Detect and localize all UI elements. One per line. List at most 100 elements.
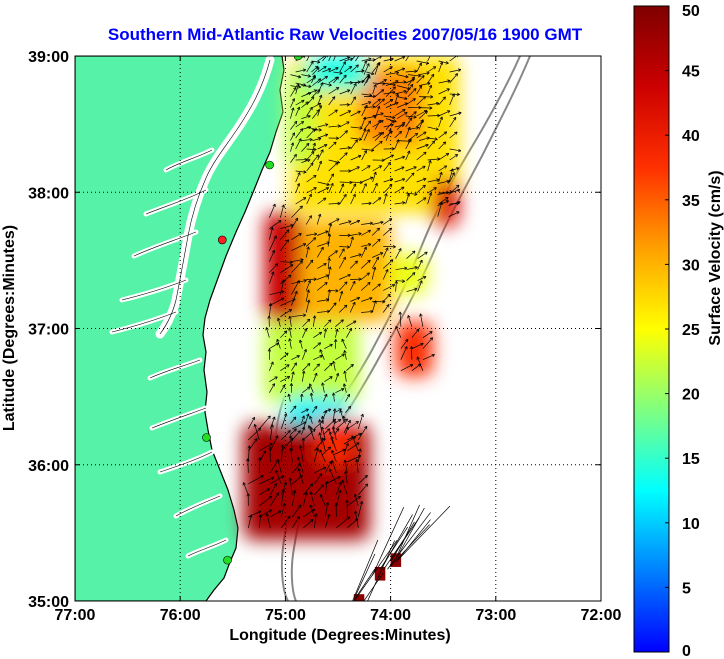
velocity-arrow: [397, 519, 431, 561]
velocity-arrow: [280, 260, 293, 264]
velocity-arrow: [295, 99, 305, 106]
velocity-arrow: [372, 220, 384, 225]
velocity-arrow: [339, 245, 350, 249]
velocity-arrow: [407, 126, 420, 130]
velocity-arrow: [355, 459, 359, 473]
velocity-arrow: [343, 436, 357, 445]
velocity-arrow: [288, 477, 293, 495]
velocity-arrow: [302, 363, 311, 371]
x-axis-label: Longitude (Degrees:Minutes): [229, 627, 450, 644]
velocity-arrow: [308, 383, 314, 393]
velocity-arrow: [287, 393, 291, 402]
velocity-arrow: [383, 115, 396, 120]
radar-station-marker: [202, 433, 211, 442]
radar-station-marker: [265, 160, 274, 170]
velocity-arrow: [246, 458, 250, 473]
velocity-arrow: [449, 73, 458, 84]
velocity-arrow: [313, 354, 323, 361]
velocity-arrow: [319, 494, 326, 507]
velocity-arrow: [449, 68, 462, 73]
velocity-arrow: [427, 140, 435, 150]
velocity-arrow: [363, 128, 370, 141]
velocity-arrow: [383, 193, 388, 205]
velocity-arrow: [418, 136, 430, 141]
velocity-arrow: [438, 110, 451, 117]
velocity-arrow: [361, 296, 373, 302]
velocity-arrow: [270, 483, 277, 496]
velocity-arrow: [292, 516, 300, 529]
velocity-arrow: [361, 201, 372, 206]
velocity-arrow: [276, 338, 281, 349]
velocity-arrow: [331, 450, 337, 463]
colorbar-gradient: [633, 5, 670, 653]
velocity-arrow: [416, 151, 427, 161]
velocity-arrow: [306, 232, 318, 236]
velocity-arrow: [333, 76, 339, 84]
velocity-arrow: [302, 413, 310, 429]
velocity-arrow: [372, 140, 383, 150]
velocity-arrow: [438, 88, 450, 95]
velocity-arrow: [383, 66, 393, 73]
velocity-arrow: [398, 311, 402, 327]
velocity-arrow: [317, 230, 329, 236]
velocity-arrow: [355, 56, 361, 62]
velocity-arrow: [334, 428, 340, 435]
velocity-arrow: [372, 197, 382, 205]
velocity-arrow: [295, 183, 301, 194]
velocity-arrow: [322, 82, 332, 87]
velocity-arrow: [344, 470, 348, 484]
velocity-arrow: [306, 277, 317, 281]
velocity-arrow: [328, 218, 340, 225]
velocity-arrow: [422, 337, 434, 349]
velocity-arrow: [321, 409, 328, 423]
velocity-arrow: [317, 160, 323, 172]
velocity-arrow: [301, 74, 311, 78]
velocity-arrow: [361, 221, 373, 226]
velocity-arrow: [417, 276, 427, 281]
velocity-arrow: [291, 205, 303, 218]
velocity-arrow: [427, 126, 439, 131]
velocity-arrow: [417, 280, 423, 292]
velocity-arrow: [382, 247, 389, 258]
velocity-arrow: [396, 112, 408, 119]
velocity-arrow: [269, 271, 275, 284]
velocity-arrow: [379, 526, 408, 570]
velocity-arrow: [291, 490, 297, 506]
velocity-arrow: [383, 99, 394, 106]
velocity-arrow: [328, 141, 337, 150]
velocity-arrow: [448, 200, 461, 206]
velocity-arrow: [309, 416, 313, 424]
waterway-shoreline: [175, 495, 221, 517]
velocity-arrow: [427, 101, 440, 106]
velocity-arrow: [438, 171, 443, 183]
velocity-arrow: [295, 170, 307, 174]
velocity-arrow: [306, 162, 314, 172]
velocity-arrow: [438, 79, 451, 84]
velocity-arrow: [290, 428, 297, 435]
velocity-arrow: [350, 126, 363, 130]
velocity-arrow: [354, 510, 359, 528]
velocity-arrow: [345, 405, 352, 413]
velocity-arrow: [358, 425, 368, 441]
velocity-arrow: [361, 243, 372, 247]
velocity-arrow: [269, 290, 285, 296]
colorbar-label: Surface Velocity (cm/s): [707, 170, 724, 345]
velocity-arrow: [366, 75, 371, 84]
velocity-arrow: [336, 418, 348, 430]
velocity-arrow: [316, 213, 322, 225]
velocity-arrow: [343, 370, 347, 382]
velocity-arrow: [383, 178, 394, 183]
y-tick-label: 36:00: [28, 458, 69, 475]
waterway-shoreline: [111, 311, 177, 333]
velocity-arrow: [328, 162, 339, 172]
velocity-arrow: [248, 475, 264, 485]
velocity-arrow: [405, 172, 415, 183]
velocity-arrow: [438, 165, 448, 172]
velocity-arrow: [259, 488, 271, 496]
velocity-arrow: [350, 183, 357, 194]
velocity-arrow: [299, 445, 304, 462]
velocity-arrow: [306, 187, 317, 194]
velocity-arrow: [328, 468, 337, 485]
velocity-arrow: [427, 160, 432, 172]
